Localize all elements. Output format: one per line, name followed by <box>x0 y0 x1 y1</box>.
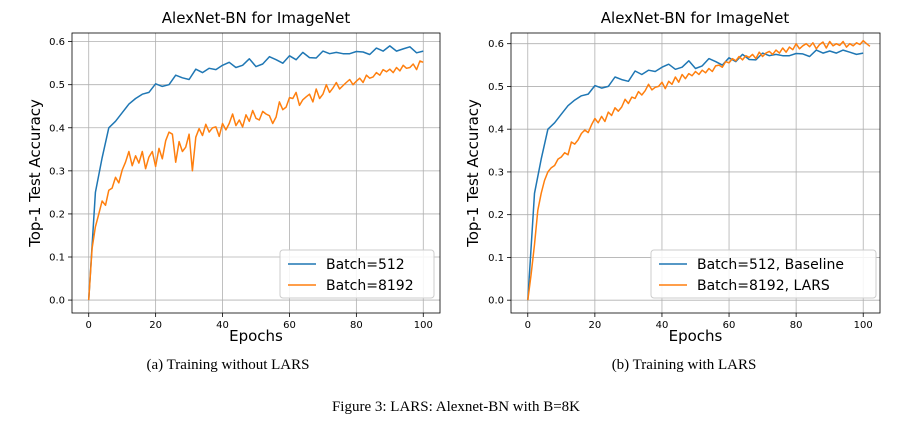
legend-box <box>279 249 435 299</box>
subcaption-a: (a) Training without LARS <box>146 357 310 373</box>
chart-panel-a: 0 20 40 60 80 100 0.0 0.1 0.2 0.3 0.4 0.5 0.6 AlexNet… <box>26 9 441 345</box>
x-tick-label: 40 <box>216 320 229 331</box>
y-tick-label: 0.3 <box>488 167 504 178</box>
plot-frame <box>510 32 881 314</box>
x-axis-label: Epochs <box>669 327 723 345</box>
y-tick-label: 0.4 <box>49 123 65 134</box>
y-tick-label: 0.6 <box>49 37 65 48</box>
x-tick-label: 40 <box>656 320 669 331</box>
y-tick-label: 0.1 <box>488 253 504 264</box>
y-tick-label: 0.6 <box>488 39 504 50</box>
plot-frame <box>71 32 441 314</box>
x-tick-label: 60 <box>723 320 736 331</box>
legend-label-1: Batch=512 <box>326 257 405 273</box>
x-tick-label: 80 <box>350 320 363 331</box>
series-line-1 <box>527 49 864 301</box>
series-line-1 <box>87 45 424 301</box>
figure-caption: Figure 3: LARS: Alexnet-BN with B=8K <box>331 399 581 415</box>
x-tick-label: 0 <box>525 320 531 331</box>
series-line-2 <box>87 60 424 301</box>
chart-title: AlexNet-BN for ImageNet <box>162 9 351 27</box>
x-tick-label: 20 <box>588 320 601 331</box>
chart-title: AlexNet-BN for ImageNet <box>601 9 790 27</box>
y-axis-label: Top-1 Test Accuracy <box>26 99 44 248</box>
x-tick-label: 0 <box>86 320 92 331</box>
y-tick-label: 0.2 <box>488 210 504 221</box>
y-tick-label: 0.1 <box>49 253 65 264</box>
x-tick-label: 100 <box>414 320 433 331</box>
legend-box <box>650 249 877 299</box>
chart-panel-b: 0 20 40 60 80 100 0.0 0.1 0.2 0.3 0.4 0.5 0.6 AlexNet… <box>464 9 881 345</box>
series-line-2 <box>527 39 871 301</box>
legend-label-2: Batch=8192, LARS <box>697 278 830 294</box>
y-tick-label: 0.2 <box>49 209 65 220</box>
y-axis-label: Top-1 Test Accuracy <box>464 99 482 248</box>
legend-label-2: Batch=8192 <box>326 278 414 294</box>
y-tick-label: 0.4 <box>488 125 504 136</box>
y-tick-label: 0.3 <box>49 166 65 177</box>
x-axis-label: Epochs <box>229 327 283 345</box>
y-tick-label: 0.5 <box>488 82 504 93</box>
y-tick-label: 0.0 <box>488 296 504 307</box>
x-tick-label: 100 <box>854 320 873 331</box>
y-tick-label: 0.5 <box>49 80 65 91</box>
x-tick-label: 20 <box>149 320 162 331</box>
legend-label-1: Batch=512, Baseline <box>697 257 844 273</box>
subcaption-b: (b) Training with LARS <box>611 357 757 373</box>
x-tick-label: 80 <box>790 320 803 331</box>
y-tick-label: 0.0 <box>49 296 65 307</box>
x-tick-label: 60 <box>283 320 296 331</box>
